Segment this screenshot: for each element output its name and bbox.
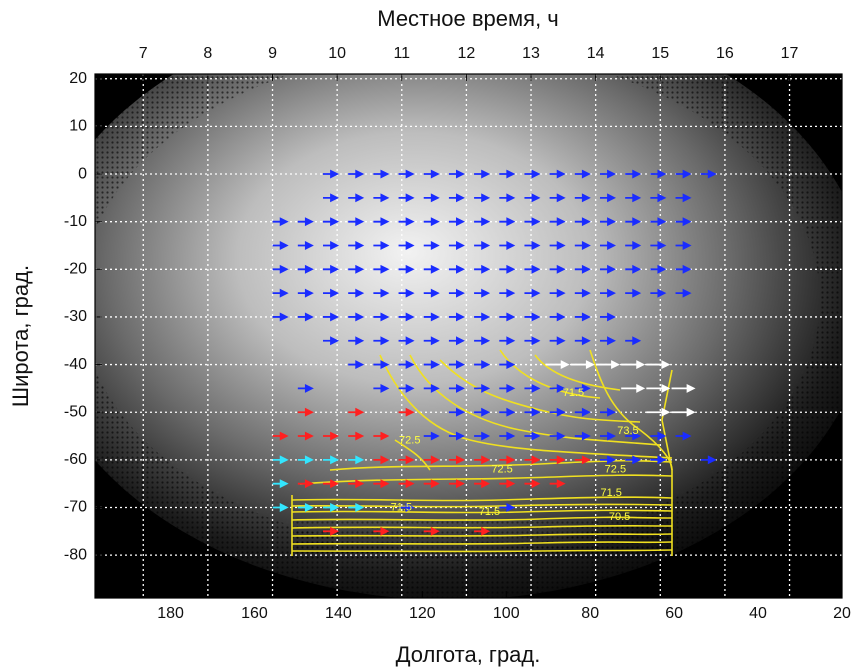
x2-tick-label: 7 [139,45,148,62]
contour-label: 72.5 [605,463,626,475]
contour-label: 71.5 [600,487,621,499]
x2-tick-label: 11 [393,45,410,62]
contour-label: 71.5 [563,387,584,399]
x-tick-label: 100 [493,605,520,622]
contour-label: 71.5 [391,501,412,513]
y-tick-label: -60 [64,451,87,468]
contour-label: 72.5 [491,463,512,475]
contour-label: 70.5 [609,511,630,523]
x-tick-label: 140 [325,605,352,622]
contour-label: 71.5 [479,506,500,518]
x2-tick-label: 17 [781,45,799,62]
x2-tick-label: 10 [328,45,346,62]
x-tick-label: 60 [665,605,683,622]
y-tick-label: -30 [64,308,87,325]
x-tick-label: 120 [409,605,436,622]
chart: 71.5 73.5 72.5 72.5 72.5 71.5 71.5 71.5 70.5 Мес… [0,0,856,672]
x-axis-title: Долгота, град. [396,642,541,667]
y-tick-label: -20 [64,261,87,278]
y-tick-label: -40 [64,356,87,373]
contour-label: 73.5 [617,425,638,437]
x-tick-label: 20 [833,605,851,622]
y-tick-label: -70 [64,499,87,516]
y-axis-title: Широта, град. [8,265,33,407]
x-tick-label: 180 [157,605,184,622]
y-tick-label: -10 [64,213,87,230]
background [30,0,856,600]
x2-axis-title: Местное время, ч [377,6,559,31]
x-tick-label: 40 [749,605,767,622]
x-tick-label: 80 [581,605,599,622]
y-tick-label: -50 [64,403,87,420]
contour-label: 72.5 [399,435,420,447]
x2-tick-label: 14 [587,45,605,62]
x2-tick-label: 8 [203,45,212,62]
y-tick-label: 10 [69,118,87,135]
x2-tick-label: 12 [458,45,476,62]
y-tick-label: 0 [78,165,87,182]
x-tick-label: 160 [241,605,268,622]
x2-tick-label: 16 [716,45,734,62]
y-tick-label: 20 [69,70,87,87]
y-tick-label: -80 [64,546,87,563]
x2-tick-label: 9 [268,45,277,62]
x2-tick-label: 13 [522,45,540,62]
x2-tick-label: 15 [651,45,669,62]
